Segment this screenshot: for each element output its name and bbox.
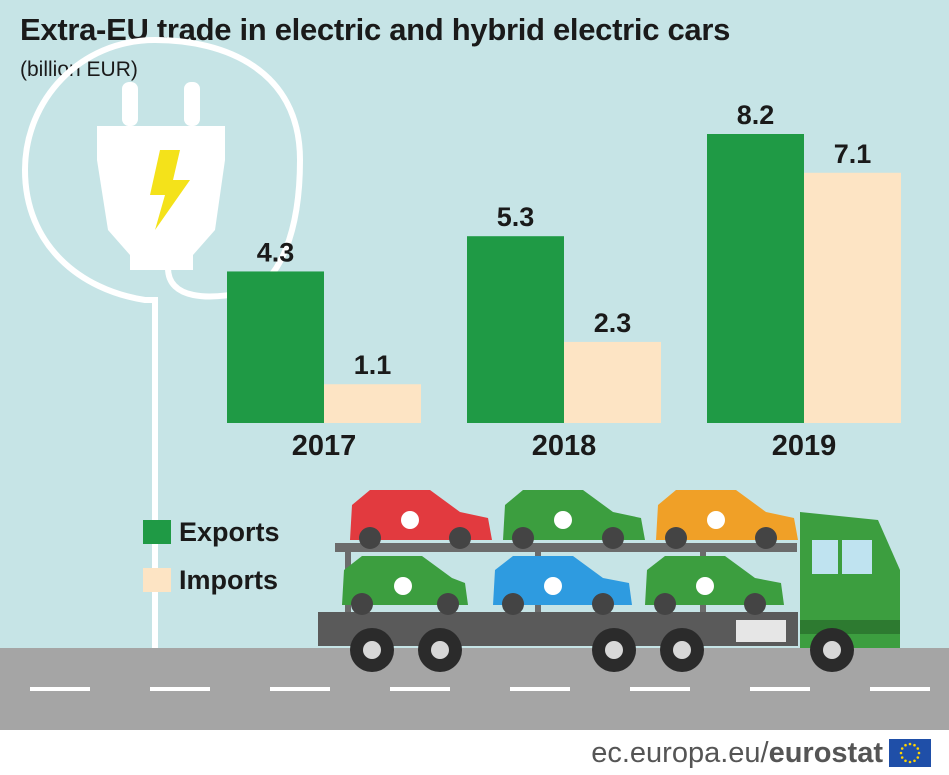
car-icon xyxy=(645,556,784,615)
lane-marking xyxy=(150,687,210,691)
category-label-2019: 2019 xyxy=(772,430,837,462)
legend-item-exports: Exports xyxy=(143,508,280,556)
car-icon xyxy=(493,556,632,615)
legend-swatch-imports xyxy=(143,568,171,592)
eu-flag-icon xyxy=(889,739,931,767)
lane-marking xyxy=(630,687,690,691)
legend: Exports Imports xyxy=(143,508,280,604)
car-icon xyxy=(342,556,468,615)
lane-marking xyxy=(510,687,570,691)
data-label-exports-2018: 5.3 xyxy=(497,202,535,232)
bar-imports-2017 xyxy=(324,384,421,423)
lane-marking xyxy=(750,687,810,691)
car-icon xyxy=(350,490,492,549)
bars-layer: 4.3 1.1 2017 5.3 2.3 2018 8.2 7.1 2019 xyxy=(227,100,901,462)
car-icon xyxy=(656,490,798,549)
lane-marking xyxy=(870,687,930,691)
footer-url: ec.europa.eu/ xyxy=(591,736,769,769)
legend-label-imports: Imports xyxy=(179,564,279,595)
data-label-imports-2017: 1.1 xyxy=(354,350,392,380)
footer: ec.europa.eu/ eurostat xyxy=(591,735,931,771)
bar-imports-2019 xyxy=(804,172,901,423)
legend-item-imports: Imports xyxy=(143,556,280,604)
legend-swatch-exports xyxy=(143,520,171,544)
category-label-2017: 2017 xyxy=(292,430,357,462)
footer-brand: eurostat xyxy=(768,736,883,769)
car-icon xyxy=(503,490,645,549)
data-label-imports-2018: 2.3 xyxy=(594,308,632,338)
legend-label-exports: Exports xyxy=(179,516,280,547)
lane-marking xyxy=(30,687,90,691)
lane-marking xyxy=(390,687,450,691)
bar-exports-2017 xyxy=(227,271,324,423)
bar-exports-2018 xyxy=(467,236,564,423)
lane-marking xyxy=(270,687,330,691)
data-label-exports-2019: 8.2 xyxy=(737,100,775,130)
category-label-2018: 2018 xyxy=(532,430,597,462)
bar-imports-2018 xyxy=(564,341,661,423)
electric-plug-icon xyxy=(21,36,303,648)
data-label-imports-2019: 7.1 xyxy=(834,139,872,169)
chart-subtitle: (billion EUR) xyxy=(20,58,138,81)
bar-exports-2019 xyxy=(707,134,804,423)
data-label-exports-2017: 4.3 xyxy=(257,237,295,267)
